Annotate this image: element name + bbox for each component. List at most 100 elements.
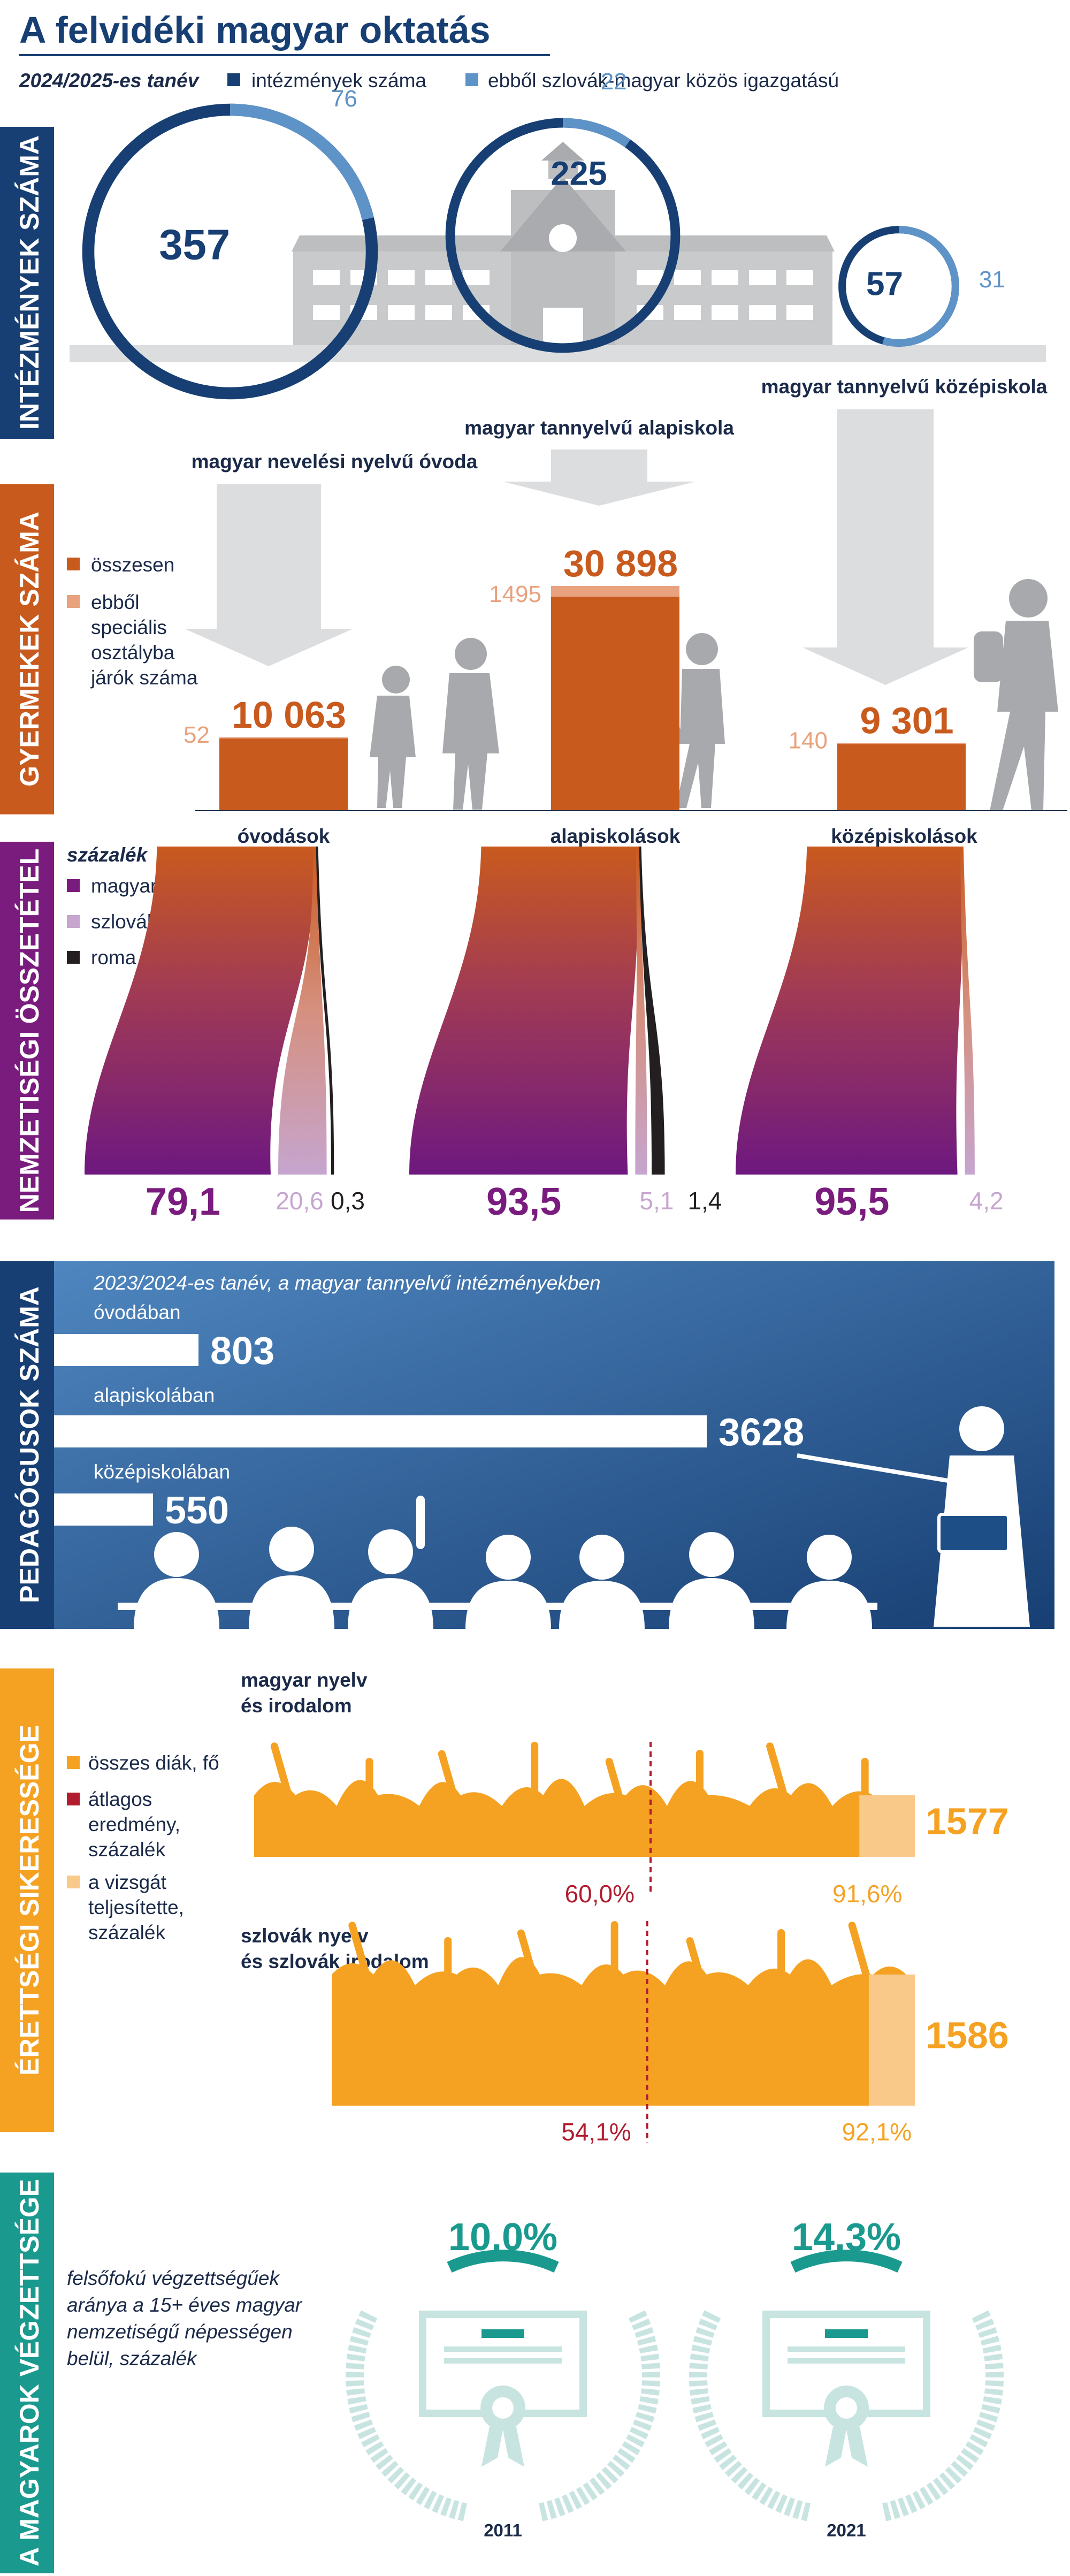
children-bar-kindergarten <box>219 737 348 811</box>
exam-passed-label-hungarian: 91,6% <box>832 1880 902 1908</box>
legend-swatch-roma <box>67 951 80 964</box>
slovak-label-primary: 5,1 <box>639 1187 674 1215</box>
degree-value-2021: 14,3% <box>792 2216 901 2259</box>
diploma-line-2011 <box>482 2329 524 2338</box>
laurel-left-2021 <box>689 2310 811 2521</box>
hungarian-flow-primary <box>409 847 638 1175</box>
section-label-degree: A MAGYAROK VÉGZETTSÉGE <box>14 2179 44 2566</box>
legend-label-slovak: szlovák <box>91 911 157 933</box>
legend-label-students: összes diák, fő <box>88 1752 219 1774</box>
teacher-category-kindergarten: óvodában <box>94 1301 181 1323</box>
diploma-text-line-2011 <box>444 2358 562 2364</box>
seal-ribbon-left-2021 <box>825 2427 846 2467</box>
legend-swatch-joint <box>465 73 478 86</box>
teacher-value-primary: 3628 <box>719 1411 804 1454</box>
institution-label-secondary: magyar tannyelvű középiskola <box>761 376 1048 398</box>
exam-average-label-slovak: 54,1% <box>561 2118 631 2146</box>
exam-failed-zone-hungarian <box>859 1795 915 1857</box>
year-label: 2024/2025-es tanév <box>19 70 200 92</box>
slovak-label-secondary: 4,2 <box>969 1187 1004 1215</box>
seal-ribbon-right-2021 <box>846 2427 868 2467</box>
exam-rows: magyar nyelv és irodalom 60,0% 91,6% 1577 szl… <box>241 1669 1009 2146</box>
exam-passed-label-slovak: 92,1% <box>842 2118 912 2146</box>
legend-swatch-average <box>67 1793 80 1805</box>
section-tab-institutions: INTÉZMÉNYEK SZÁMA <box>0 127 54 439</box>
teacher-category-primary: alapiskolában <box>94 1384 215 1406</box>
institution-rings: 357 76 225 22 57 31 <box>82 68 1005 400</box>
exam-arm-slovak <box>848 1922 870 1979</box>
degree-badges: 10,0% 2011 14,3% 2021 <box>345 2216 1004 2540</box>
special-bar-kindergarten <box>219 737 348 739</box>
legend-swatch-hungarian <box>67 879 80 892</box>
degree-value-2011: 10,0% <box>448 2216 557 2259</box>
exam-arm-hungarian <box>605 1758 628 1815</box>
exam-arm-slovak <box>444 1937 452 1996</box>
classroom-silhouettes <box>118 1406 1030 1629</box>
slovak-flow-kindergarten <box>278 847 327 1175</box>
seal-ribbon-right-2011 <box>503 2427 524 2467</box>
hungarian-label-secondary: 95,5 <box>814 1180 889 1223</box>
children-total-label-secondary: 9 301 <box>860 700 953 742</box>
teacher-bar-primary <box>54 1415 707 1447</box>
special-bar-secondary <box>837 743 966 744</box>
legend-label-institutions: intézmények száma <box>251 70 426 92</box>
section-tab-ethnicity: NEMZETISÉGI ÖSSZETÉTEL <box>0 842 54 1220</box>
legend-label-joint: ebből szlovák-magyar közös igazgatású <box>488 70 839 92</box>
legend-swatch-passed <box>67 1876 80 1888</box>
exam-arm-hungarian <box>531 1742 539 1801</box>
institution-count-secondary: 57 <box>866 265 903 302</box>
diploma-line-2021 <box>825 2329 868 2338</box>
children-category-kindergarten: óvodások <box>238 825 330 847</box>
hungarian-flow-secondary <box>736 847 963 1175</box>
legend-swatch-students <box>67 1756 80 1769</box>
special-label-secondary: 140 <box>789 728 828 754</box>
special-label-kindergarten: 52 <box>184 722 210 748</box>
exam-arm-hungarian <box>365 1758 373 1817</box>
teacher-value-secondary: 550 <box>165 1489 229 1532</box>
diploma-text-line-2021 <box>788 2358 905 2364</box>
flow-arrows <box>185 409 968 685</box>
ethnicity-flows: 79,1 20,6 0,3 93,5 5,1 1,4 95,5 4,2 <box>85 847 1004 1223</box>
slovak-flow-primary <box>635 847 647 1175</box>
exam-average-label-hungarian: 60,0% <box>565 1880 635 1908</box>
exam-students-label-slovak: 1586 <box>926 2015 1009 2056</box>
legend-label-roma: roma <box>91 947 136 969</box>
diploma-text-line-2011 <box>444 2346 562 2352</box>
school-building-illustration <box>70 142 1046 362</box>
children-total-label-primary: 30 898 <box>563 543 678 584</box>
teacher-bars: óvodában 803 alapiskolában 3628 középiskoláb… <box>54 1301 804 1532</box>
institution-joint-count-kindergarten: 76 <box>331 86 357 112</box>
legend-exam: összes diák, fő átlagos eredmény, százal… <box>67 1752 219 1944</box>
institution-joint-count-primary: 22 <box>601 68 627 95</box>
exam-subject-hungarian-line2: és irodalom <box>241 1695 352 1717</box>
roma-flow-kindergarten <box>316 847 334 1175</box>
children-bars: 10 063 52 30 898 1495 9 301 140 <box>184 543 966 811</box>
section-label-exam: ÉRETTSÉGI SIKERESSÉGE <box>14 1725 44 2076</box>
slovak-label-kindergarten: 20,6 <box>276 1187 324 1215</box>
ethnicity-unit-label: százalék <box>67 844 149 866</box>
children-bar-primary <box>551 586 679 811</box>
legend-swatch-special <box>67 595 80 608</box>
hungarian-flow-kindergarten <box>85 847 315 1175</box>
page-title: A felvidéki magyar oktatás <box>19 9 491 51</box>
exam-arm-slovak <box>777 1929 785 1988</box>
badge-top-arc-2021 <box>790 2250 903 2273</box>
legend-ethnicity: százalék magyar szlovák roma <box>67 844 157 969</box>
exam-arm-hungarian <box>696 1750 704 1809</box>
children-bar-secondary <box>837 743 966 811</box>
exam-students-label-hungarian: 1577 <box>926 1801 1009 1842</box>
exam-subject-slovak-line1: szlovák nyelv <box>241 1925 369 1947</box>
section-label-ethnicity: NEMZETISÉGI ÖSSZETÉTEL <box>14 849 44 1213</box>
children-category-secondary: középiskolások <box>831 825 977 847</box>
roma-label-kindergarten: 0,3 <box>331 1187 365 1215</box>
teacher-category-secondary: középiskolában <box>94 1461 230 1483</box>
legend-children: összesen ebből speciális osztályba járók… <box>67 554 198 689</box>
children-category-primary: alapiskolások <box>551 825 681 847</box>
children-total-label-kindergarten: 10 063 <box>232 694 346 736</box>
legend-label-total: összesen <box>91 554 174 576</box>
institution-joint-count-secondary: 31 <box>979 266 1005 293</box>
section-tab-degree: A MAGYAROK VÉGZETTSÉGE <box>0 2173 54 2573</box>
institution-label-kindergarten: magyar nevelési nyelvű óvoda <box>192 451 478 472</box>
exam-arm-hungarian <box>766 1742 788 1800</box>
